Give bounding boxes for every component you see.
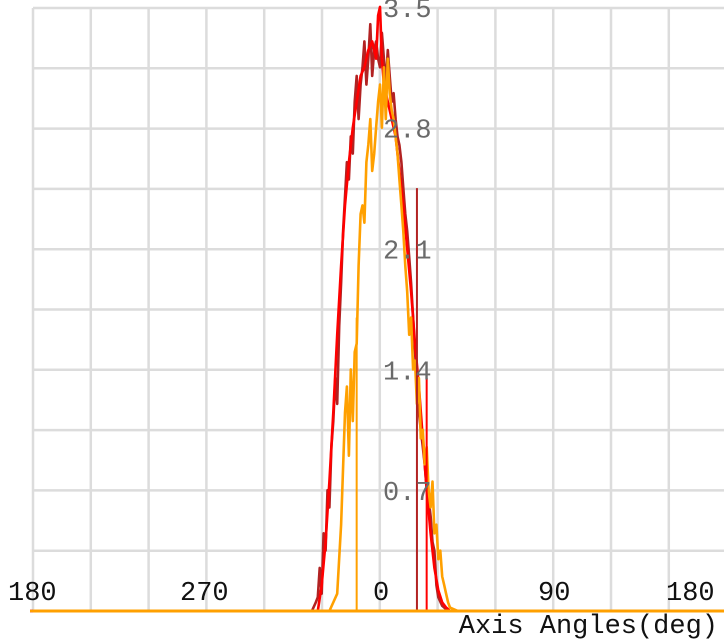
- x-axis-label: Axis Angles(deg): [459, 612, 718, 642]
- series-layer: [30, 5, 724, 613]
- x-tick-label: 270: [180, 579, 229, 609]
- x-tick-label: 180: [666, 579, 715, 609]
- y-tick-label: 2.1: [383, 238, 432, 268]
- y-tick-label: 1.4: [383, 358, 432, 388]
- y-tick-label: 0.7: [383, 479, 432, 509]
- x-tick-label: 180: [8, 579, 57, 609]
- series-line-3: [30, 57, 724, 613]
- x-tick-label: 0: [373, 579, 389, 609]
- y-tick-labels: 3.5 2.8 2.1 1.4 0.7: [383, 0, 432, 509]
- y-tick-label: 3.5: [383, 0, 432, 26]
- y-tick-label: 2.8: [383, 117, 432, 147]
- series-line-2: [30, 5, 724, 613]
- x-tick-labels: 180 270 0 90 180: [8, 579, 715, 609]
- x-tick-label: 90: [538, 579, 570, 609]
